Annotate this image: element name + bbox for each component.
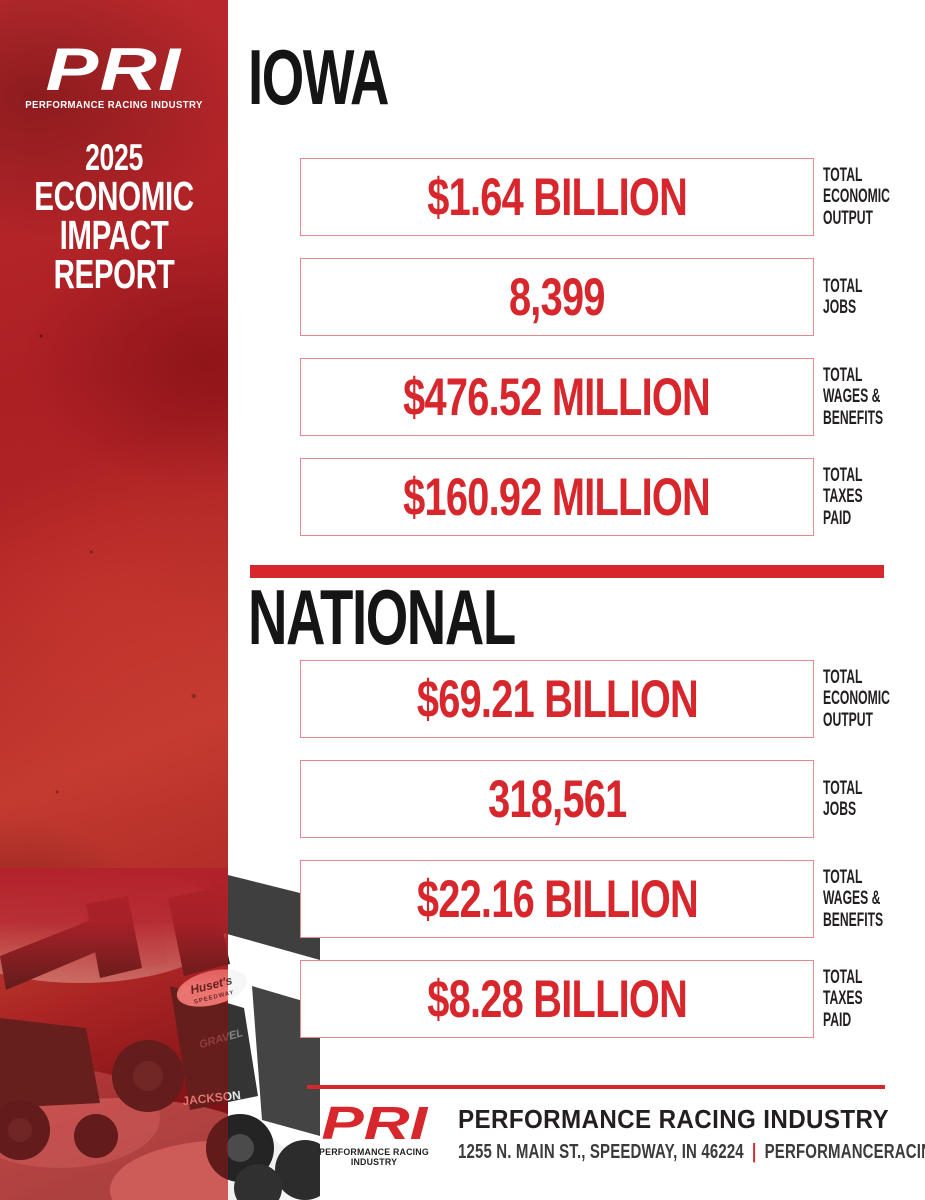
sidebar: PRI PERFORMANCE RACING INDUSTRY 2025 ECO… [0,0,228,1200]
stat-box: $160.92 MILLION [300,458,814,536]
footer-pri-logo: PRI PERFORMANCE RACING INDUSTRY [300,1097,448,1167]
report-title-line: 2025 [85,137,143,178]
stat-value: $69.21 BILLION [416,669,698,729]
report-title-line: IMPACT [59,212,169,258]
stat-box: 318,561 [300,760,814,838]
stat-value: $22.16 BILLION [416,869,698,929]
address-separator: | [752,1141,757,1163]
stat-row: $476.52 MILLION TOTAL WAGES & BENEFITS [300,358,900,436]
racing-photo: ALBAUGH Huset's [0,868,320,1200]
stat-box: $22.16 BILLION [300,860,814,938]
footer-address: 1255 N. MAIN ST., SPEEDWAY, IN 46224 [458,1141,744,1163]
stat-value: $476.52 MILLION [403,367,712,427]
section-divider [250,565,884,578]
stat-label: TOTAL WAGES & BENEFITS [823,866,884,931]
stat-value: $160.92 MILLION [403,467,712,527]
stat-box: $476.52 MILLION [300,358,814,436]
stat-row: 318,561 TOTAL JOBS [300,760,900,838]
report-title: 2025 ECONOMIC IMPACT REPORT [0,137,228,297]
stat-row: $8.28 BILLION TOTAL TAXES PAID [300,960,900,1038]
stat-box: $1.64 BILLION [300,158,814,236]
stat-row: $160.92 MILLION TOTAL TAXES PAID [300,458,900,536]
stat-value: 8,399 [509,267,605,327]
stat-label: TOTAL ECONOMIC OUTPUT [823,666,890,731]
stat-label: TOTAL ECONOMIC OUTPUT [823,164,890,229]
report-title-line: REPORT [53,251,175,297]
stat-row: $69.21 BILLION TOTAL ECONOMIC OUTPUT [300,660,900,738]
stat-label: TOTAL JOBS [823,275,863,319]
stat-label: TOTAL WAGES & BENEFITS [823,364,884,429]
stat-value: $1.64 BILLION [427,167,688,227]
section-title-national: NATIONAL [248,573,516,661]
pri-logo-subtext: PERFORMANCE RACING INDUSTRY [25,100,203,111]
footer-pri-logo-subtext: PERFORMANCE RACING INDUSTRY [319,1147,429,1167]
stat-row: $22.16 BILLION TOTAL WAGES & BENEFITS [300,860,900,938]
footer-pri-logo-text: PRI [321,1097,427,1149]
stat-row: 8,399 TOTAL JOBS [300,258,900,336]
stat-label: TOTAL TAXES PAID [823,464,863,529]
pri-logo-text: PRI [45,36,183,103]
stat-value: 318,561 [487,769,627,829]
footer-org-name: PERFORMANCE RACING INDUSTRY [458,1104,889,1134]
section-title-iowa: IOWA [248,33,389,121]
footer-address-line: 1255 N. MAIN ST., SPEEDWAY, IN 46224 | P… [458,1141,925,1164]
stat-row: $1.64 BILLION TOTAL ECONOMIC OUTPUT [300,158,900,236]
stat-value: $8.28 BILLION [427,969,688,1029]
stat-box: 8,399 [300,258,814,336]
pri-logo: PRI PERFORMANCE RACING INDUSTRY [0,36,228,112]
stat-box: $69.21 BILLION [300,660,814,738]
footer-rule [307,1085,885,1089]
report-title-line: ECONOMIC [34,173,194,219]
stat-label: TOTAL JOBS [823,777,863,821]
footer-text-block: PERFORMANCE RACING INDUSTRY 1255 N. MAIN… [458,1102,925,1164]
footer: PRI PERFORMANCE RACING INDUSTRY PERFORMA… [300,1097,925,1167]
stat-label: TOTAL TAXES PAID [823,966,863,1031]
stat-box: $8.28 BILLION [300,960,814,1038]
